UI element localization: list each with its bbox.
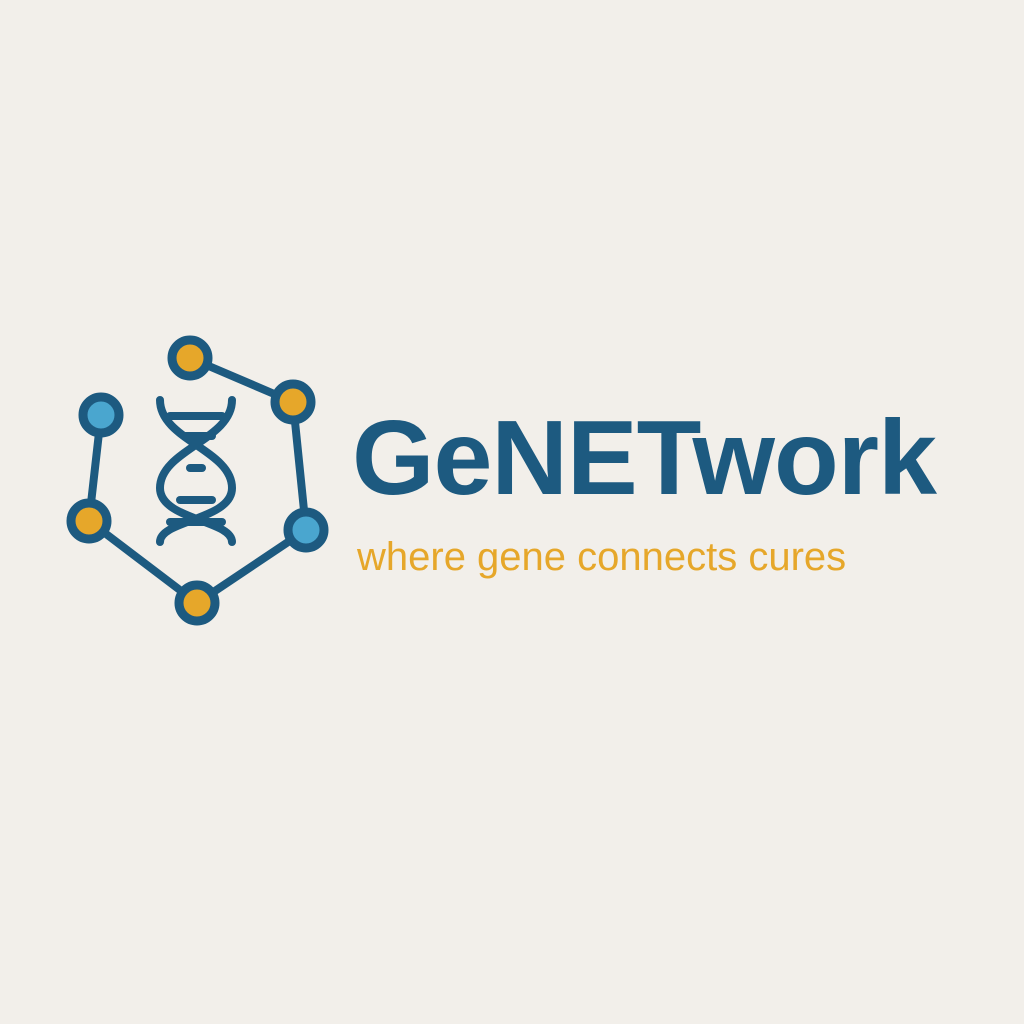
dna-network-icon [60, 330, 340, 640]
brand-tagline: where gene connects cures [357, 537, 846, 577]
brand-name: GeNETwork [352, 405, 936, 511]
